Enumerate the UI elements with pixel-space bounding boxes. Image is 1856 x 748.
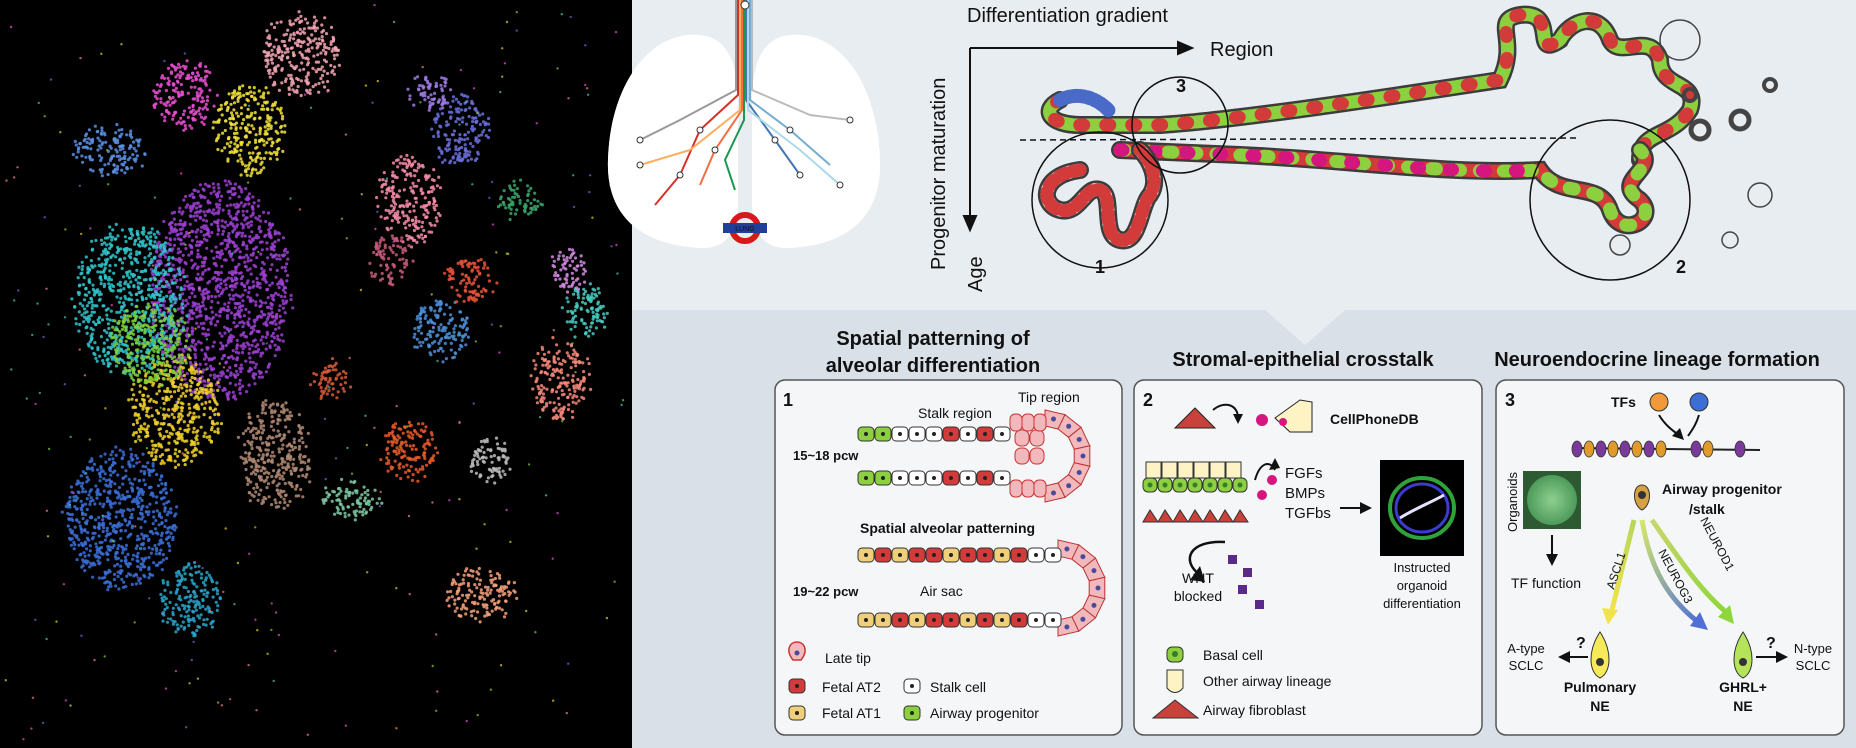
nucleosomes <box>1571 440 1746 458</box>
organoid-image <box>1380 460 1464 556</box>
circle-1-label: 1 <box>1095 257 1105 277</box>
pcw-late-label: 19~22 pcw <box>793 584 859 599</box>
stalk-region-label: Stalk region <box>918 405 992 421</box>
panel-1-heading-line2: alveolar differentiation <box>826 355 1041 377</box>
age-label: Age <box>965 256 987 292</box>
airway-progenitor-line1: Airway progenitor <box>1662 481 1782 497</box>
a-type-line2: SCLC <box>1509 658 1544 673</box>
pulmonary-line1: Pulmonary <box>1564 679 1637 695</box>
legend-other-airway-lineage: Other airway lineage <box>1203 673 1332 689</box>
airway-fibroblast-icon <box>1151 699 1200 719</box>
organoids-label: Organoids <box>1505 472 1520 532</box>
gradient-axes <box>962 40 1195 233</box>
pulmonary-ne-cell-icon <box>1590 631 1610 679</box>
epithelial-tube <box>1037 5 1701 250</box>
region-circle-1 <box>1031 131 1169 269</box>
legend-basal-cell: Basal cell <box>1203 647 1263 663</box>
pcw-early-label: 15~18 pcw <box>793 448 859 463</box>
epithelium-stack <box>1142 461 1248 493</box>
wnt-particles <box>1228 555 1264 609</box>
umap-clusters <box>4 3 625 741</box>
other-airway-lineage-icon <box>1166 669 1184 693</box>
question-mark-n: ? <box>1766 635 1776 652</box>
panel-3-heading: Neuroendocrine lineage formation <box>1494 349 1820 371</box>
panel-neuroendocrine: Neuroendocrine lineage formation 3 TFs O… <box>1494 349 1845 736</box>
panel-3-card <box>1495 379 1845 736</box>
panel-2-number: 2 <box>1143 390 1153 410</box>
tf-function-label: TF function <box>1511 575 1581 591</box>
fgfs-label: FGFs <box>1285 465 1323 482</box>
legend-fetal-at1: Fetal AT1 <box>822 705 881 721</box>
instructed-line2: organoid <box>1397 578 1448 593</box>
pointer-notch <box>1265 310 1345 345</box>
instructed-line1: Instructed <box>1393 560 1450 575</box>
panel-2-heading: Stromal-epithelial crosstalk <box>1172 349 1434 371</box>
spatial-alveolar-patterning-label: Spatial alveolar patterning <box>860 520 1035 536</box>
blocked-label: blocked <box>1174 588 1222 604</box>
organoid-thumb <box>1523 471 1581 529</box>
circle-2-label: 2 <box>1676 257 1686 277</box>
region-circle-3 <box>1131 76 1229 174</box>
umap-scatter <box>0 0 632 748</box>
region-label: Region <box>1210 39 1273 61</box>
a-type-line1: A-type <box>1507 641 1545 656</box>
question-mark-a: ? <box>1576 635 1586 652</box>
ghrl-line1: GHRL+ <box>1719 679 1767 695</box>
instructed-line3: differentiation <box>1383 596 1461 611</box>
fibroblast-layer <box>1142 509 1249 523</box>
air-sac-label: Air sac <box>920 583 963 599</box>
differentiation-gradient-label: Differentiation gradient <box>967 5 1168 27</box>
tube-15-18-pcw <box>857 409 1091 503</box>
dashed-divider <box>1019 137 1581 141</box>
panel-3-number: 3 <box>1505 390 1515 410</box>
lung-roundel-text: LUNG <box>735 226 754 233</box>
legend-fetal-at2: Fetal AT2 <box>822 679 881 695</box>
panel-stromal-crosstalk: Stromal-epithelial crosstalk 2 CellPhone… <box>1133 349 1483 736</box>
pulmonary-line2: NE <box>1590 698 1609 714</box>
ligand-icon <box>1256 414 1268 426</box>
progenitor-maturation-label: Progenitor maturation <box>928 78 950 270</box>
tf-orange-icon <box>1649 392 1669 412</box>
fibroblast-cell-icon <box>1173 407 1217 429</box>
tube-19-22-pcw <box>857 539 1106 637</box>
panel-1-heading-line1: Spatial patterning of <box>836 328 1030 350</box>
panel-1-number: 1 <box>783 390 793 410</box>
circle-3-label: 3 <box>1176 76 1186 96</box>
ghrl-line2: NE <box>1733 698 1752 714</box>
legend-airway-progenitor: Airway progenitor <box>930 705 1039 721</box>
tgfbs-label: TGFbs <box>1285 505 1331 522</box>
region-circle-2 <box>1529 119 1691 281</box>
cellphonedb-label: CellPhoneDB <box>1330 411 1419 427</box>
n-type-line1: N-type <box>1794 641 1832 656</box>
tf-blue-icon <box>1689 392 1709 412</box>
tfs-label: TFs <box>1611 394 1636 410</box>
bmps-label: BMPs <box>1285 485 1325 502</box>
ghrl-ne-cell-icon <box>1733 631 1753 679</box>
airway-progenitor-line2: /stalk <box>1689 501 1725 517</box>
legend-stalk-cell: Stalk cell <box>930 679 986 695</box>
wnt-label: WNT <box>1182 570 1214 586</box>
stray-cells <box>1609 19 1778 256</box>
panel-alveolar-patterning: Spatial patterning of alveolar different… <box>774 328 1123 736</box>
legend-late-tip: Late tip <box>825 650 871 666</box>
top-diagram: LUNG Differentiation gradient Region Pro… <box>607 0 1856 310</box>
n-type-line2: SCLC <box>1796 658 1831 673</box>
legend-airway-fibroblast: Airway fibroblast <box>1203 702 1306 718</box>
tip-region-label: Tip region <box>1018 389 1080 405</box>
